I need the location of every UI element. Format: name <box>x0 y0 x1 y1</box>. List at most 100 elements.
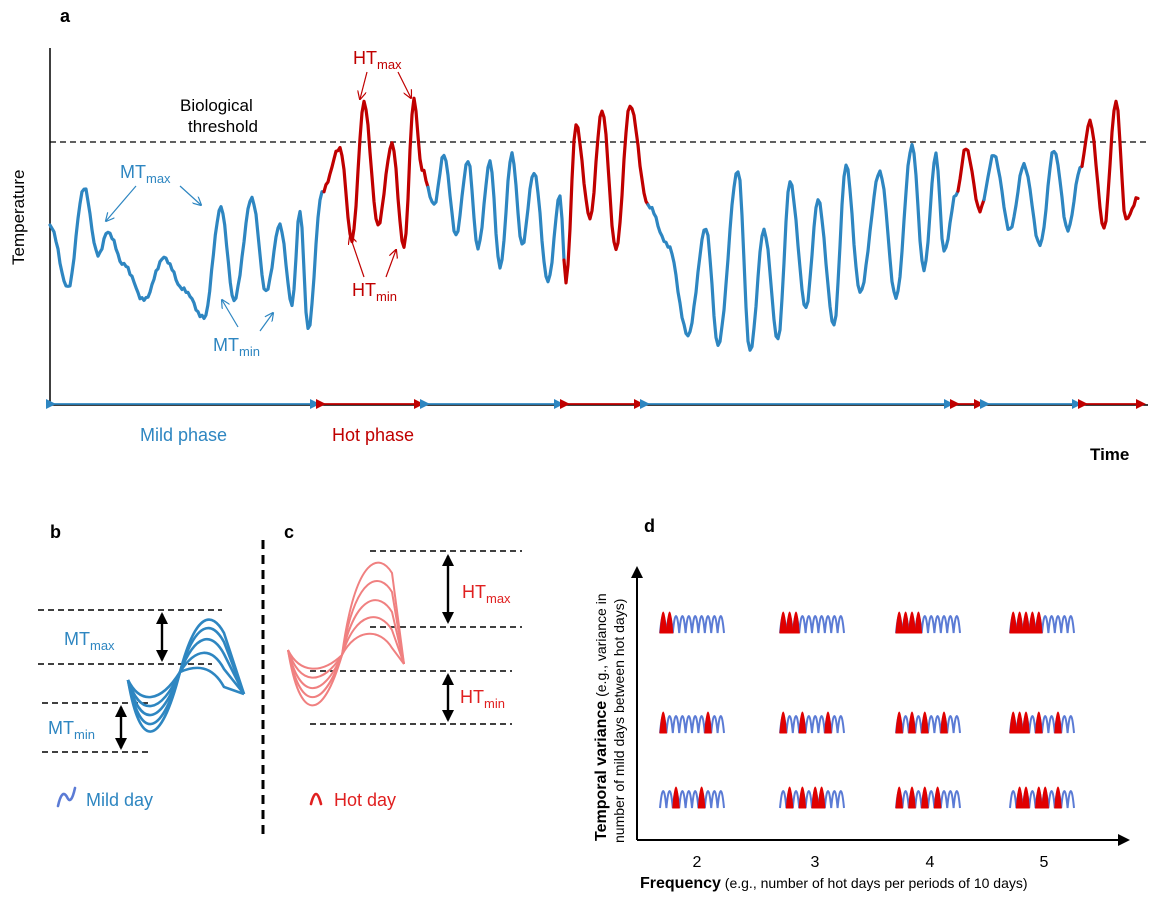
hot-day-peak <box>1028 611 1037 634</box>
hot-day-peak <box>895 611 903 634</box>
pattern-cell <box>779 711 845 734</box>
hot-day-peak <box>921 786 929 809</box>
hot-day-peak <box>1015 711 1024 734</box>
panel-d-label: d <box>644 516 655 536</box>
hot-day-curve <box>287 561 405 707</box>
panel-b-mt-min-label: MTmin <box>48 718 95 742</box>
panel-d-x-tick-label: 5 <box>1040 854 1049 871</box>
panel-b-label: b <box>50 522 61 542</box>
hot-day-peak <box>817 786 826 809</box>
hot-day-peak <box>1022 611 1030 634</box>
panel-d-x-tick-label: 2 <box>693 854 702 871</box>
temperature-trace <box>48 96 1140 352</box>
temperature-trace-segment <box>646 142 960 352</box>
pattern-cell <box>1009 786 1075 809</box>
panel-d-ylabel-line2: number of mild days between hot days) <box>611 599 627 843</box>
hot-day-peak <box>672 786 680 809</box>
pattern-cell <box>895 786 961 809</box>
temperature-trace-segment <box>1080 99 1140 230</box>
threshold-label-line2: threshold <box>188 117 258 136</box>
panel-c-ht-max-label: HTmax <box>462 582 511 606</box>
hot-day-peak <box>785 611 794 634</box>
hot-day-peak <box>1035 711 1043 734</box>
hot-day-wave-icon <box>309 792 323 806</box>
hot-day-peak <box>1022 711 1030 734</box>
temperature-trace-segment <box>562 104 650 285</box>
hot-day-peak <box>908 611 916 634</box>
mild-day-wave-icon <box>56 786 77 808</box>
hot-day-peak <box>779 611 787 634</box>
hot-day-peak <box>901 611 910 634</box>
hot-day-peak <box>798 786 807 809</box>
panel-d-x-tick-label: 4 <box>926 854 935 871</box>
temperature-trace-segment <box>982 149 1084 248</box>
hot-day-peak <box>1041 786 1049 809</box>
mild-days-baseline <box>659 715 725 734</box>
hot-day-peak <box>933 786 942 809</box>
pattern-cell <box>659 786 725 809</box>
ht-min-arrow-2 <box>385 250 396 278</box>
hot-day-peak <box>665 611 674 634</box>
hot-day-peak <box>659 611 667 634</box>
panel-d-x-tick-label: 3 <box>811 854 820 871</box>
ht-max-arrow-1 <box>360 71 368 99</box>
hot-day-peak <box>704 711 712 734</box>
hot-day-peak <box>824 711 832 734</box>
hot-day-peak <box>895 786 903 809</box>
panel-d-y-axis-label: Temporal variance (e.g., variance in num… <box>593 593 627 843</box>
hot-day-peak <box>659 711 667 734</box>
hot-day-peak <box>1009 711 1017 734</box>
hot-phase-label: Hot phase <box>332 425 414 445</box>
hot-day-peak <box>1035 786 1043 809</box>
ht-min-arrow-1 <box>350 236 365 278</box>
ht-max-label: HTmax <box>353 48 402 72</box>
panel-c: c HTmax HTmin Hot day <box>284 522 522 810</box>
hot-day-peak <box>940 711 948 734</box>
hot-day-curves <box>287 561 405 707</box>
hot-day-peak <box>798 711 807 734</box>
mt-min-arrow-1 <box>222 300 239 328</box>
hot-day-peak <box>1009 611 1017 634</box>
hot-day-peak <box>1054 786 1062 809</box>
mild-day-curve <box>126 618 246 733</box>
pattern-cell <box>659 611 725 634</box>
pattern-cell <box>1009 711 1075 734</box>
hot-day-peak <box>921 711 929 734</box>
mild-day-legend-label: Mild day <box>86 790 153 810</box>
temperature-trace-segment <box>956 147 986 214</box>
hot-day-peak <box>697 786 706 809</box>
hot-day-peak <box>779 711 787 734</box>
temperature-trace-segment <box>48 187 326 330</box>
hot-day-peak <box>792 611 800 634</box>
ht-min-label: HTmin <box>352 280 397 304</box>
mt-max-arrow-1 <box>106 185 137 221</box>
panel-c-label: c <box>284 522 294 542</box>
panel-d-ylabel-line1: Temporal variance (e.g., variance in <box>593 593 610 841</box>
mt-max-arrow-2 <box>179 185 201 205</box>
mt-min-arrow-2 <box>259 313 273 332</box>
panel-b: b MTmax MTmin Mild day <box>38 522 246 810</box>
temperature-trace-segment <box>426 151 566 284</box>
hot-day-peak <box>908 711 916 734</box>
panel-a-label: a <box>60 6 71 26</box>
mt-min-label: MTmin <box>213 335 260 359</box>
ht-max-arrow-2 <box>397 71 411 98</box>
panel-a-x-axis-label: Time <box>1090 445 1129 464</box>
panel-c-ht-min-label: HTmin <box>460 687 505 711</box>
hot-day-peak <box>895 711 903 734</box>
mild-day-curves <box>126 618 246 733</box>
hot-day-peak <box>1015 611 1024 634</box>
pattern-cell <box>779 786 845 809</box>
mt-max-label: MTmax <box>120 162 171 186</box>
pattern-cell <box>659 711 725 734</box>
hot-day-legend-label: Hot day <box>334 790 396 810</box>
panel-b-mt-max-label: MTmax <box>64 629 115 653</box>
hot-day-peak <box>914 611 923 634</box>
pattern-cell <box>895 611 961 634</box>
pattern-cell <box>779 611 845 634</box>
pattern-cell <box>1009 611 1075 634</box>
threshold-label-line1: Biological <box>180 96 253 115</box>
pattern-cell <box>895 711 961 734</box>
panel-a: a Temperature Time Biological threshold … <box>9 6 1148 464</box>
